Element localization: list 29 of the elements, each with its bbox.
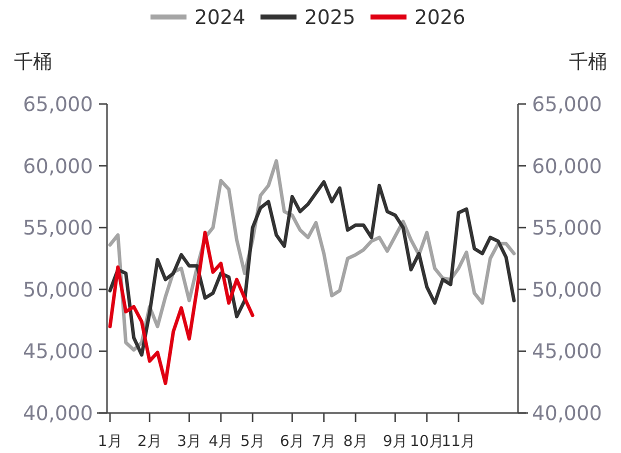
x-tick-label: 5月 [240,432,265,450]
x-tick-label: 4月 [208,432,234,450]
x-tick-label: 8月 [343,432,368,450]
y2-tick-label: 65,000 [532,92,602,116]
x-tick-label: 6月 [280,432,304,450]
legend-label: 2026 [414,5,466,29]
line-series [108,230,254,386]
y-tick-label: 45,000 [23,339,93,364]
x-tick-label: 9月 [382,432,408,450]
y2-tick-label: 50,000 [532,277,602,302]
y2-tick-label: 60,000 [532,154,602,178]
x-tick-label: 2月 [137,432,162,450]
x-tick-label: 7月 [312,432,336,450]
y2-tick-label: 40,000 [532,401,602,425]
y-tick-label: 40,000 [23,401,93,425]
y2-tick-label: 45,000 [532,339,602,364]
legend-label: 2025 [304,5,356,29]
y-tick-label: 65,000 [23,92,93,116]
y-tick-label: 50,000 [23,277,93,302]
x-tick-label: 10月 [410,432,444,450]
y2-axis-title: 千桶 [569,51,607,73]
y-tick-label: 55,000 [23,216,93,240]
x-tick-label: 1月 [98,432,122,450]
x-tick-label: 11月 [442,432,476,450]
x-tick-label: 3月 [176,432,202,450]
y-tick-label: 60,000 [23,154,93,178]
y-axis-title: 千桶 [14,51,52,73]
y2-tick-label: 55,000 [532,216,602,240]
legend-label: 2024 [194,5,246,29]
